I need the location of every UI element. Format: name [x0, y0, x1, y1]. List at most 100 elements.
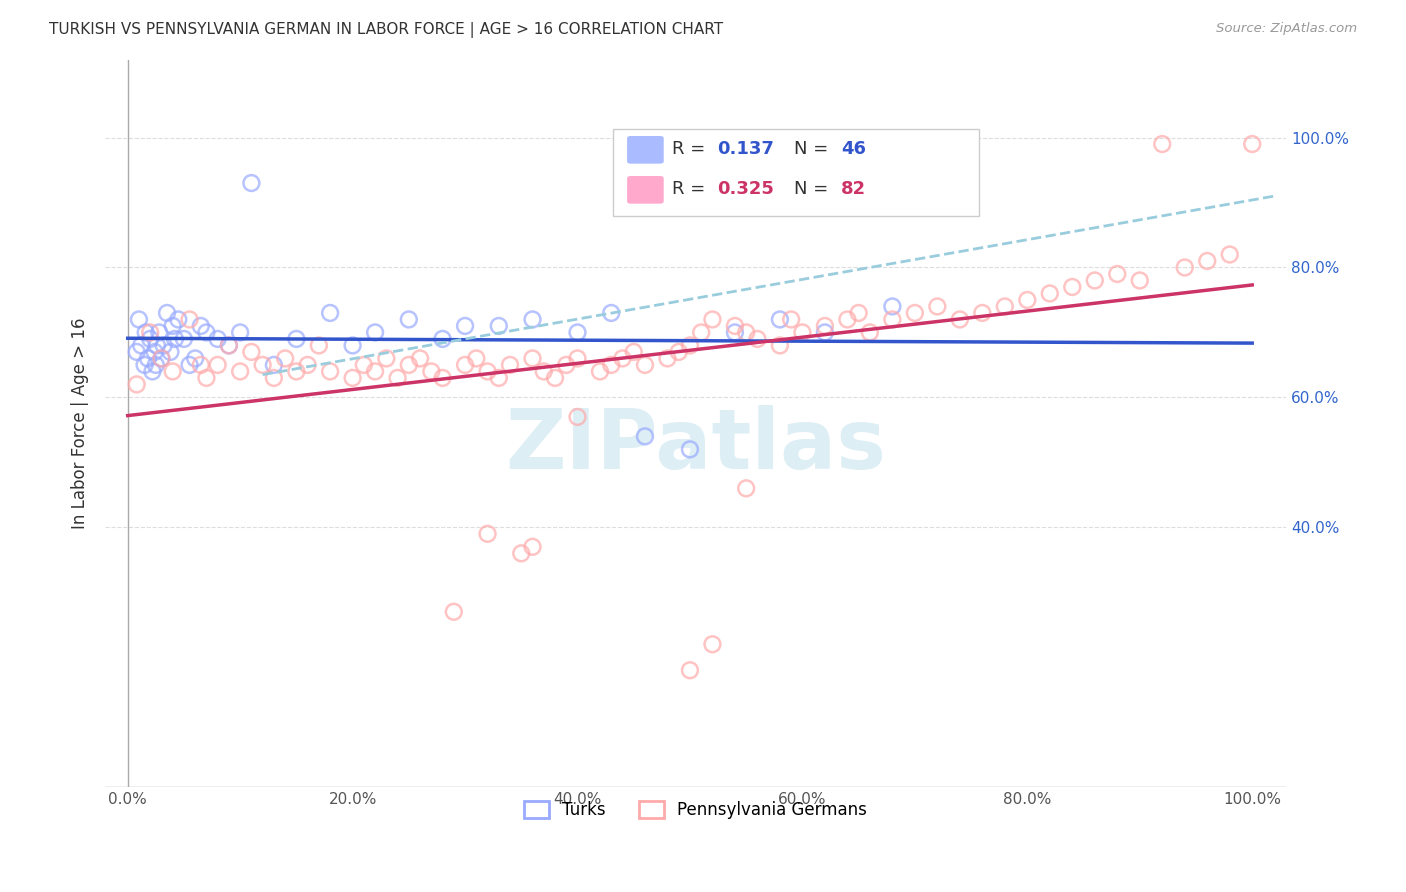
Text: R =: R =: [672, 180, 711, 198]
Point: [465, 351, 488, 366]
Point: [353, 358, 375, 372]
Point: [522, 312, 544, 326]
Point: [488, 371, 510, 385]
Point: [125, 345, 148, 359]
Point: [398, 312, 420, 326]
Point: [747, 332, 769, 346]
Text: 82: 82: [841, 180, 866, 198]
Point: [612, 351, 634, 366]
Point: [129, 338, 152, 352]
Point: [1062, 280, 1084, 294]
Point: [814, 326, 837, 340]
Point: [600, 306, 623, 320]
Text: ZIPatlas: ZIPatlas: [505, 405, 886, 486]
Point: [544, 371, 567, 385]
Point: [207, 358, 229, 372]
Point: [128, 312, 150, 326]
Point: [308, 338, 330, 352]
Point: [167, 312, 190, 326]
Point: [135, 326, 157, 340]
Point: [285, 364, 308, 378]
Point: [263, 371, 285, 385]
Point: [179, 358, 201, 372]
Point: [555, 358, 578, 372]
Point: [274, 351, 297, 366]
Point: [634, 358, 657, 372]
Point: [162, 318, 184, 333]
Point: [600, 358, 623, 372]
Point: [146, 338, 169, 352]
Point: [136, 351, 159, 366]
Point: [409, 351, 432, 366]
Text: 46: 46: [841, 140, 866, 158]
Y-axis label: In Labor Force | Age > 16: In Labor Force | Age > 16: [72, 318, 89, 529]
Point: [623, 345, 645, 359]
Point: [994, 300, 1017, 314]
Point: [139, 332, 162, 346]
Point: [454, 358, 477, 372]
Point: [859, 326, 882, 340]
Point: [668, 345, 690, 359]
Point: [567, 351, 589, 366]
Point: [1219, 247, 1241, 261]
Point: [567, 409, 589, 424]
Point: [1129, 273, 1152, 287]
Point: [477, 526, 499, 541]
Point: [882, 300, 904, 314]
Text: 0.325: 0.325: [717, 180, 773, 198]
Point: [522, 351, 544, 366]
Point: [848, 306, 870, 320]
Point: [195, 326, 218, 340]
Point: [1241, 136, 1264, 151]
Point: [814, 318, 837, 333]
Point: [240, 176, 263, 190]
Point: [927, 300, 949, 314]
Point: [1152, 136, 1174, 151]
Point: [1197, 254, 1219, 268]
Point: [589, 364, 612, 378]
Point: [163, 332, 186, 346]
Point: [148, 326, 170, 340]
Point: [432, 371, 454, 385]
Point: [510, 546, 533, 560]
Point: [735, 326, 758, 340]
Point: [364, 326, 387, 340]
Point: [263, 358, 285, 372]
Point: [1017, 293, 1039, 307]
Point: [134, 358, 156, 372]
Point: [972, 306, 994, 320]
FancyBboxPatch shape: [627, 176, 664, 203]
Point: [634, 429, 657, 443]
Text: TURKISH VS PENNSYLVANIA GERMAN IN LABOR FORCE | AGE > 16 CORRELATION CHART: TURKISH VS PENNSYLVANIA GERMAN IN LABOR …: [49, 22, 723, 38]
Point: [218, 338, 240, 352]
FancyBboxPatch shape: [627, 136, 664, 163]
Point: [150, 351, 173, 366]
Point: [139, 326, 162, 340]
Point: [690, 326, 713, 340]
Point: [949, 312, 972, 326]
Point: [1084, 273, 1107, 287]
Point: [792, 326, 814, 340]
Point: [285, 332, 308, 346]
Point: [533, 364, 555, 378]
Point: [156, 306, 179, 320]
Text: 0.137: 0.137: [717, 140, 773, 158]
Point: [218, 338, 240, 352]
Point: [252, 358, 274, 372]
Point: [769, 338, 792, 352]
Point: [679, 663, 702, 677]
Point: [454, 318, 477, 333]
Text: Source: ZipAtlas.com: Source: ZipAtlas.com: [1216, 22, 1357, 36]
Point: [141, 364, 163, 378]
Point: [162, 364, 184, 378]
Point: [229, 364, 252, 378]
Point: [152, 338, 174, 352]
Point: [150, 351, 173, 366]
Point: [904, 306, 927, 320]
Text: R =: R =: [672, 140, 711, 158]
Point: [702, 312, 724, 326]
Point: [477, 364, 499, 378]
Point: [387, 371, 409, 385]
Text: N =: N =: [793, 180, 834, 198]
Point: [567, 326, 589, 340]
